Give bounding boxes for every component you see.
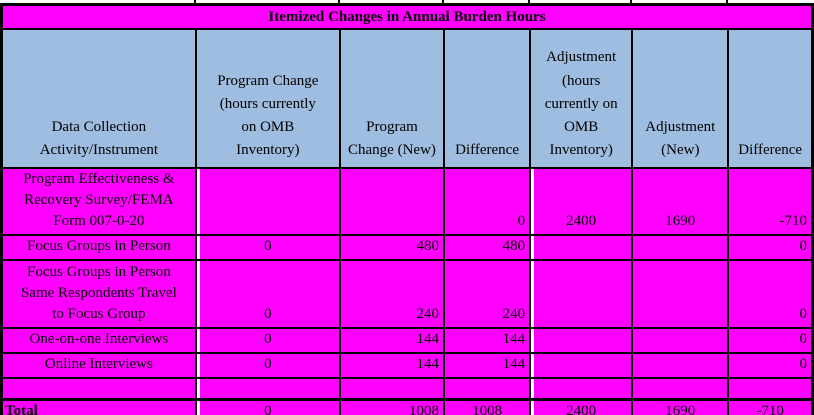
cell-activity: Focus Groups in Person Same Respondents …	[0, 258, 197, 329]
table-header-row: Data Collection Activity/Instrument Prog…	[0, 27, 814, 169]
cell-difference-adjustment: -710	[727, 398, 814, 415]
table-row-total: Total 0 1008 1008 2400 1690 -710	[0, 398, 814, 415]
table-row-program-effectiveness-survey: Program Effectiveness & Recovery Survey/…	[0, 166, 814, 236]
cell-adjustment-current: 2400	[529, 398, 634, 415]
cell-adjustment-current	[529, 351, 634, 379]
cell-difference-adjustment: 0	[727, 351, 814, 379]
gridline-stub	[442, 0, 444, 4]
table-row-focus-groups-in-person: Focus Groups in Person 0 480 480 0	[0, 233, 814, 261]
cell-difference-adjustment	[727, 376, 814, 401]
cell-program-change-new: 240	[338, 258, 446, 329]
gridline-stub	[726, 0, 728, 4]
table-row-online-interviews: Online Interviews 0 144 144 0	[0, 351, 814, 379]
cell-difference-program: 240	[443, 258, 532, 329]
cell-program-change-current: 0	[194, 258, 341, 329]
cell-program-change-current: 0	[194, 398, 341, 415]
cell-total-label: Total	[0, 398, 197, 415]
cell-difference-program: 0	[443, 166, 532, 236]
top-gridline-stubs	[0, 0, 814, 4]
cell-difference-program	[443, 376, 532, 401]
table-row-blank	[0, 376, 814, 401]
cell-program-change-current: 0	[194, 351, 341, 379]
cell-activity	[0, 376, 197, 401]
cell-program-change-new	[338, 376, 446, 401]
cell-difference-program: 144	[443, 351, 532, 379]
burden-hours-table: Itemized Changes in Annual Burden Hours …	[0, 3, 814, 415]
cell-activity: Online Interviews	[0, 351, 197, 379]
cell-adjustment-current	[529, 233, 634, 261]
cell-program-change-new	[338, 166, 446, 236]
cell-adjustment-current	[529, 258, 634, 329]
col-header-program-change-new: Program Change (New)	[338, 27, 446, 169]
table-title-row: Itemized Changes in Annual Burden Hours	[0, 3, 814, 30]
table-title: Itemized Changes in Annual Burden Hours	[0, 3, 814, 30]
cell-difference-program: 1008	[443, 398, 532, 415]
cell-adjustment-new	[631, 258, 730, 329]
gridline-stub	[630, 0, 632, 4]
cell-difference-adjustment: 0	[727, 326, 814, 354]
col-header-difference-program: Difference	[443, 27, 532, 169]
gridline-stub	[194, 0, 196, 4]
cell-difference-program: 480	[443, 233, 532, 261]
cell-adjustment-new	[631, 376, 730, 401]
gridline-stub	[338, 0, 340, 4]
cell-program-change-new: 144	[338, 351, 446, 379]
cell-program-change-new: 1008	[338, 398, 446, 415]
cell-difference-program: 144	[443, 326, 532, 354]
gridline-stub	[528, 0, 530, 4]
table-row-one-on-one-interviews: One-on-one Interviews 0 144 144 0	[0, 326, 814, 354]
col-header-difference-adjustment: Difference	[727, 27, 814, 169]
cell-program-change-new: 144	[338, 326, 446, 354]
cell-adjustment-new	[631, 351, 730, 379]
col-header-activity-instrument: Data Collection Activity/Instrument	[0, 27, 197, 169]
cell-adjustment-current	[529, 326, 634, 354]
cell-activity: Program Effectiveness & Recovery Survey/…	[0, 166, 197, 236]
cell-adjustment-new: 1690	[631, 166, 730, 236]
col-header-adjustment-new: Adjustment (New)	[631, 27, 730, 169]
cell-program-change-current: 0	[194, 326, 341, 354]
cell-program-change-current	[194, 376, 341, 401]
cell-difference-adjustment: 0	[727, 233, 814, 261]
table-row-focus-groups-travel: Focus Groups in Person Same Respondents …	[0, 258, 814, 329]
cell-adjustment-new	[631, 233, 730, 261]
cell-activity: Focus Groups in Person	[0, 233, 197, 261]
cell-difference-adjustment: 0	[727, 258, 814, 329]
cell-adjustment-current: 2400	[529, 166, 634, 236]
cell-program-change-current	[194, 166, 341, 236]
cell-difference-adjustment: -710	[727, 166, 814, 236]
cell-adjustment-new: 1690	[631, 398, 730, 415]
col-header-program-change-current: Program Change (hours currently on OMB I…	[194, 27, 341, 169]
col-header-adjustment-current: Adjustment (hours currently on OMB Inven…	[529, 27, 634, 169]
cell-activity: One-on-one Interviews	[0, 326, 197, 354]
cell-program-change-current: 0	[194, 233, 341, 261]
cell-adjustment-current	[529, 376, 634, 401]
cell-program-change-new: 480	[338, 233, 446, 261]
cell-adjustment-new	[631, 326, 730, 354]
